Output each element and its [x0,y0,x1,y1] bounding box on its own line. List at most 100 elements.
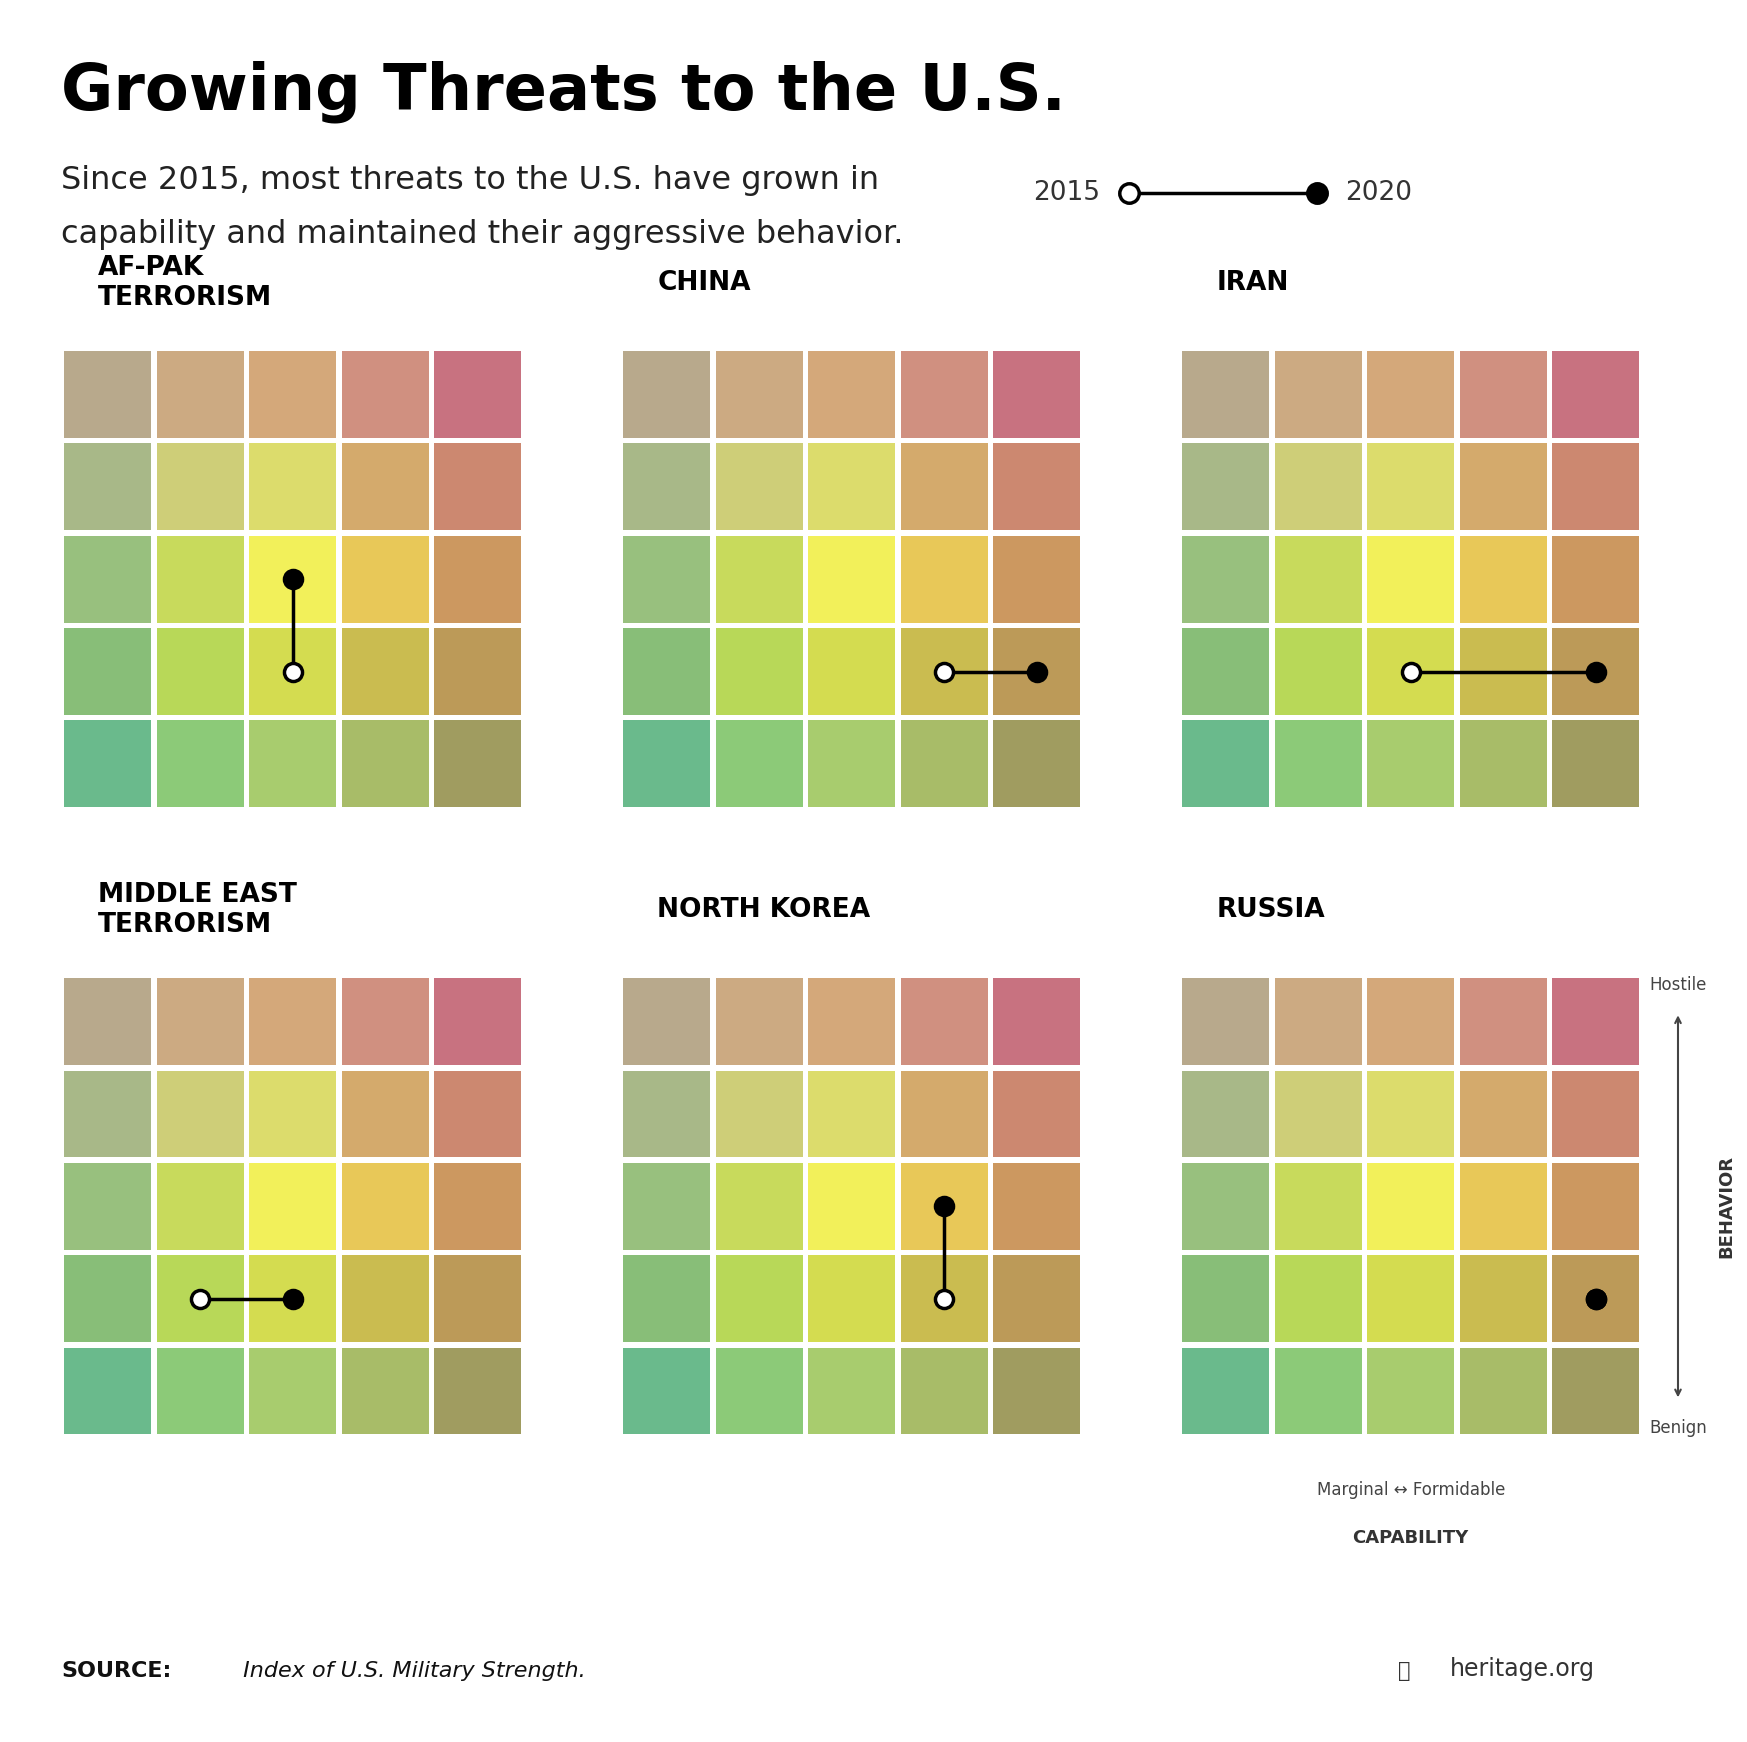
Bar [1368,1256,1454,1341]
Bar [250,1164,335,1249]
Bar [716,1071,802,1157]
Bar [624,1256,709,1341]
Bar [435,1164,521,1249]
Bar [250,1256,335,1341]
Bar [1553,444,1639,530]
Bar [1183,537,1268,622]
Bar [994,1348,1080,1434]
Bar [435,444,521,530]
Bar [1275,979,1361,1064]
Bar [1183,1348,1268,1434]
Bar [716,721,802,807]
Bar [157,629,243,714]
Bar [1275,1348,1361,1434]
Bar [716,352,802,437]
Bar [250,721,335,807]
Bar [901,1348,987,1434]
Text: Growing Threats to the U.S.: Growing Threats to the U.S. [61,61,1066,124]
Bar [435,629,521,714]
Text: NORTH KOREA: NORTH KOREA [657,897,870,923]
Bar [901,721,987,807]
Bar [65,979,150,1064]
Bar [1183,721,1268,807]
Bar [1553,1256,1639,1341]
Bar [809,352,894,437]
Bar [901,979,987,1064]
Bar [250,1348,335,1434]
Bar [994,537,1080,622]
Bar [1553,352,1639,437]
Bar [157,1071,243,1157]
Text: 🔔: 🔔 [1398,1662,1410,1681]
Bar [624,1348,709,1434]
Bar [1553,721,1639,807]
Bar [716,537,802,622]
Bar [624,537,709,622]
Bar [1183,1256,1268,1341]
Bar [1183,629,1268,714]
Text: 2020: 2020 [1345,181,1412,206]
Text: Index of U.S. Military Strength.: Index of U.S. Military Strength. [236,1662,585,1681]
Bar [1275,1164,1361,1249]
Bar [250,629,335,714]
Bar [1460,352,1546,437]
Bar [1183,979,1268,1064]
Bar [65,537,150,622]
Bar [1553,1348,1639,1434]
Bar [1368,1164,1454,1249]
Bar [157,1256,243,1341]
Text: IRAN: IRAN [1216,270,1289,296]
Text: BEHAVIOR: BEHAVIOR [1717,1155,1735,1258]
Bar [250,1071,335,1157]
Bar [809,537,894,622]
Bar [994,629,1080,714]
Text: heritage.org: heritage.org [1450,1657,1595,1681]
Bar [435,979,521,1064]
Text: capability and maintained their aggressive behavior.: capability and maintained their aggressi… [61,219,903,251]
Bar [624,721,709,807]
Bar [1553,629,1639,714]
Bar [901,629,987,714]
Bar [901,1164,987,1249]
Bar [342,1348,428,1434]
Bar [342,629,428,714]
Bar [1460,721,1546,807]
Bar [1275,352,1361,437]
Text: RUSSIA: RUSSIA [1216,897,1324,923]
Bar [65,1256,150,1341]
Bar [65,352,150,437]
Bar [1553,537,1639,622]
Bar [809,444,894,530]
Bar [157,1164,243,1249]
Bar [809,1071,894,1157]
Bar [901,444,987,530]
Bar [901,1071,987,1157]
Bar [435,1348,521,1434]
Bar [994,352,1080,437]
Bar [65,721,150,807]
Bar [716,1256,802,1341]
Bar [65,444,150,530]
Bar [250,352,335,437]
Bar [342,1256,428,1341]
Bar [1183,352,1268,437]
Bar [435,1256,521,1341]
Text: 2015: 2015 [1034,181,1101,206]
Bar [994,721,1080,807]
Bar [1275,721,1361,807]
Bar [1368,979,1454,1064]
Bar [1368,1348,1454,1434]
Bar [901,537,987,622]
Bar [994,979,1080,1064]
Bar [250,537,335,622]
Bar [716,979,802,1064]
Bar [994,1071,1080,1157]
Bar [342,444,428,530]
Bar [1460,979,1546,1064]
Bar [809,1256,894,1341]
Text: Since 2015, most threats to the U.S. have grown in: Since 2015, most threats to the U.S. hav… [61,165,879,197]
Bar [157,444,243,530]
Bar [1553,1164,1639,1249]
Bar [435,537,521,622]
Bar [716,1164,802,1249]
